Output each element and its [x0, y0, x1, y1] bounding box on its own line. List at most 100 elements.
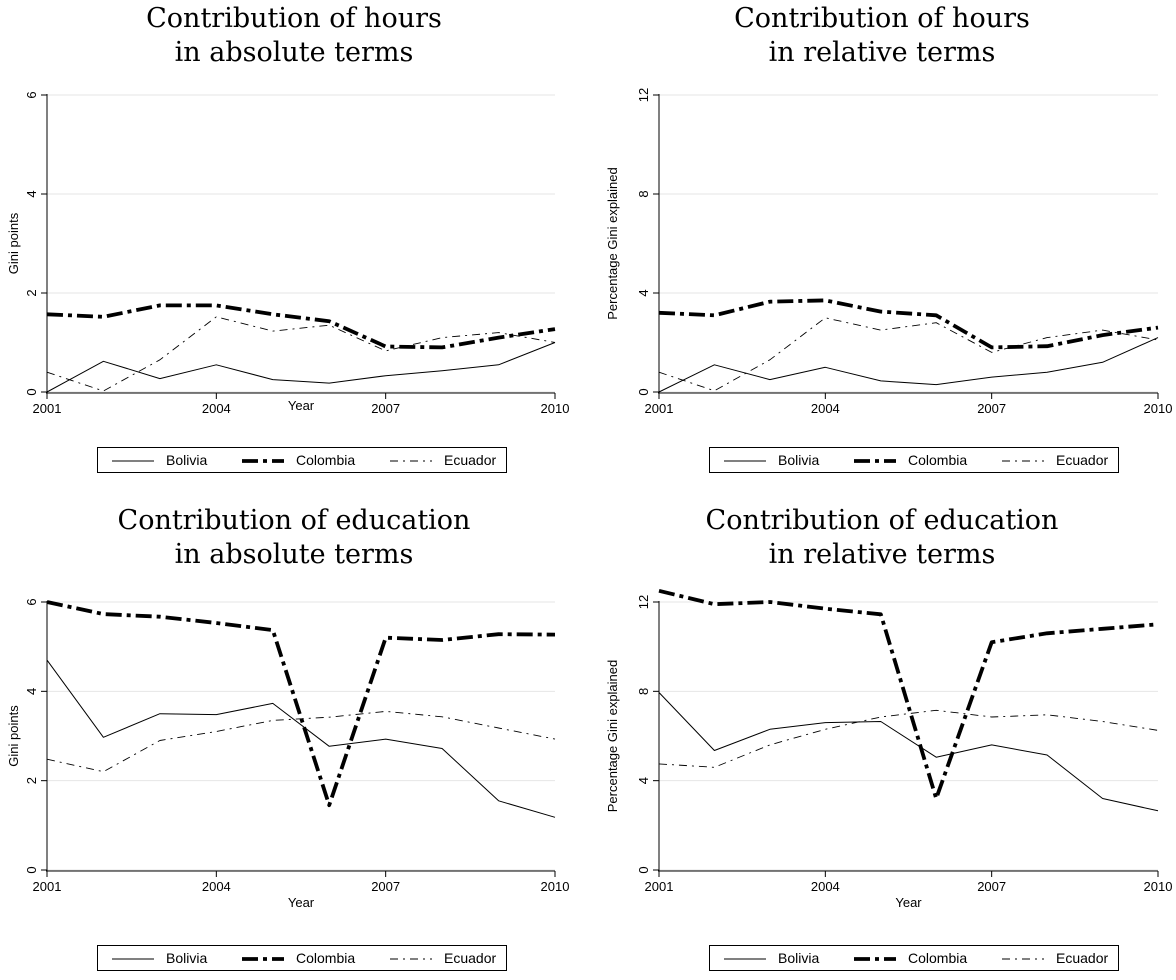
- x-tick-label-2007: 2007: [371, 401, 400, 416]
- x-axis-label: Year: [895, 895, 922, 910]
- chart-title-line-1: Contribution of hours: [734, 3, 1030, 34]
- y-tick-label-8: 8: [636, 688, 651, 695]
- x-tick-label-2001: 2001: [33, 401, 62, 416]
- chart-legend: Bolivia Colombia Ecuador: [709, 945, 1119, 971]
- chart-title-line-2: in absolute terms: [174, 37, 414, 68]
- x-tick-label-2004: 2004: [811, 401, 840, 416]
- x-tick-label-2001: 2001: [33, 879, 62, 894]
- legend-line-ecuador: [1002, 958, 1044, 960]
- y-axis-label: Gini points: [6, 705, 21, 767]
- chart-legend: Bolivia Colombia Ecuador: [97, 945, 507, 971]
- series-line-bolivia: [46, 342, 556, 393]
- chart-title-line-1: Contribution of education: [117, 505, 471, 536]
- x-tick-label-2007: 2007: [977, 879, 1006, 894]
- y-tick-label-0: 0: [636, 866, 651, 873]
- y-tick-label-4: 4: [24, 688, 39, 695]
- x-tick-label-2004: 2004: [202, 879, 231, 894]
- series-line-ecuador: [46, 316, 556, 392]
- series-line-bolivia: [658, 692, 1159, 812]
- legend-line-ecuador: [390, 460, 432, 462]
- legend-label-colombia: Colombia: [908, 950, 968, 966]
- legend-line-colombia: [242, 459, 284, 463]
- legend-line-bolivia: [112, 958, 154, 960]
- y-tick-label-4: 4: [24, 190, 39, 197]
- y-tick-label-6: 6: [24, 91, 39, 98]
- y-axis-label: Gini points: [6, 212, 21, 274]
- legend-label-bolivia: Bolivia: [778, 950, 820, 966]
- series-line-colombia: [658, 298, 1159, 350]
- legend-item-ecuador: Ecuador: [388, 946, 504, 972]
- legend-label-colombia: Colombia: [908, 452, 968, 468]
- legend-item-colombia: Colombia: [240, 946, 375, 972]
- legend-label-ecuador: Ecuador: [444, 950, 497, 966]
- legend-label-bolivia: Bolivia: [166, 950, 208, 966]
- legend-line-colombia: [854, 957, 896, 961]
- x-tick-label-2010: 2010: [541, 879, 570, 894]
- legend-line-ecuador: [1002, 460, 1044, 462]
- legend-item-ecuador: Ecuador: [388, 448, 504, 474]
- x-tick-label-2007: 2007: [977, 401, 1006, 416]
- legend-label-ecuador: Ecuador: [1056, 452, 1109, 468]
- y-tick-label-2: 2: [24, 777, 39, 784]
- y-tick-label-8: 8: [636, 190, 651, 197]
- x-tick-label-2010: 2010: [541, 401, 570, 416]
- chart-title-line-1: Contribution of education: [705, 505, 1059, 536]
- legend-line-colombia: [854, 459, 896, 463]
- x-tick-label-2010: 2010: [1144, 401, 1173, 416]
- x-tick-label-2004: 2004: [202, 401, 231, 416]
- chart-title: Contribution of education in relative te…: [588, 504, 1176, 572]
- legend-line-bolivia: [724, 958, 766, 960]
- chart-legend: Bolivia Colombia Ecuador: [709, 447, 1119, 473]
- legend-label-ecuador: Ecuador: [1056, 950, 1109, 966]
- x-tick-label-2007: 2007: [371, 879, 400, 894]
- line-chart-hours-relative: 0 4 8 12 2001 2004 2007 2010 Percentage Gini exp…: [605, 88, 1173, 416]
- y-tick-label-4: 4: [636, 289, 651, 296]
- chart-title: Contribution of hours in absolute terms: [0, 2, 588, 70]
- x-tick-label-2010: 2010: [1144, 879, 1173, 894]
- series-line-bolivia: [658, 337, 1159, 393]
- x-tick-label-2001: 2001: [645, 401, 674, 416]
- legend-label-bolivia: Bolivia: [778, 452, 820, 468]
- legend-line-bolivia: [112, 460, 154, 462]
- legend-label-bolivia: Bolivia: [166, 452, 208, 468]
- chart-panel-education-relative: Contribution of education in relative te…: [588, 490, 1176, 980]
- chart-title: Contribution of hours in relative terms: [588, 2, 1176, 70]
- chart-panel-education-absolute: Contribution of education in absolute te…: [0, 490, 588, 980]
- legend-item-ecuador: Ecuador: [1000, 946, 1116, 972]
- legend-item-ecuador: Ecuador: [1000, 448, 1116, 474]
- y-tick-label-0: 0: [24, 866, 39, 873]
- legend-line-bolivia: [724, 460, 766, 462]
- legend-line-ecuador: [390, 958, 432, 960]
- chart-title-line-2: in relative terms: [768, 37, 996, 68]
- legend-label-ecuador: Ecuador: [444, 452, 497, 468]
- legend-line-colombia: [242, 957, 284, 961]
- y-tick-label-4: 4: [636, 777, 651, 784]
- y-tick-label-12: 12: [636, 88, 651, 102]
- legend-item-bolivia: Bolivia: [110, 448, 220, 474]
- series-line-colombia: [46, 600, 556, 808]
- series-line-colombia: [658, 588, 1159, 801]
- y-tick-label-0: 0: [24, 388, 39, 395]
- legend-item-colombia: Colombia: [852, 448, 987, 474]
- x-tick-label-2004: 2004: [811, 879, 840, 894]
- legend-item-colombia: Colombia: [240, 448, 375, 474]
- legend-item-bolivia: Bolivia: [722, 448, 832, 474]
- legend-item-colombia: Colombia: [852, 946, 987, 972]
- series-line-ecuador: [658, 317, 1159, 392]
- x-axis-label: Year: [288, 398, 315, 413]
- x-axis-label: Year: [288, 895, 315, 910]
- chart-title-line-1: Contribution of hours: [146, 3, 442, 34]
- chart-panel-hours-relative: Contribution of hours in relative terms …: [588, 0, 1176, 490]
- chart-panel-hours-absolute: Contribution of hours in absolute terms …: [0, 0, 588, 490]
- x-tick-label-2001: 2001: [645, 879, 674, 894]
- series-line-ecuador: [658, 709, 1159, 768]
- legend-item-bolivia: Bolivia: [722, 946, 832, 972]
- line-chart-education-relative: 0 4 8 12 2001 2004 2007 2010 Year Percentage Gini…: [605, 588, 1173, 910]
- chart-title-line-2: in relative terms: [768, 539, 996, 570]
- chart-legend: Bolivia Colombia Ecuador: [97, 447, 507, 473]
- line-chart-hours-absolute: 0 2 4 6 2001 2004 2007 2010 Year Gini points: [6, 91, 570, 416]
- line-chart-education-absolute: 0 2 4 6 2001 2004 2007 2010 Year Gini points: [6, 598, 570, 910]
- series-line-colombia: [46, 303, 556, 350]
- y-tick-label-2: 2: [24, 289, 39, 296]
- chart-title-line-2: in absolute terms: [174, 539, 414, 570]
